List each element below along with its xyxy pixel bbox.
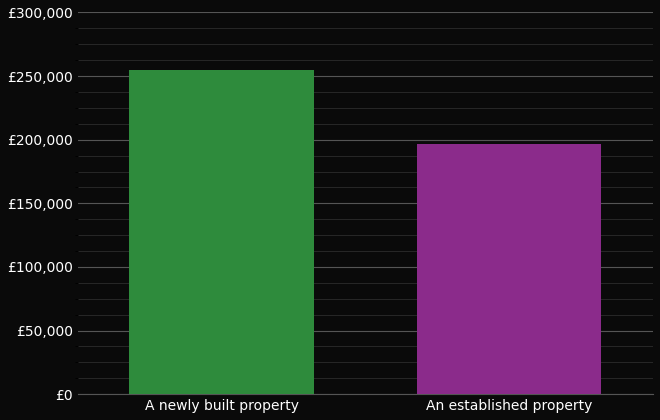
Bar [129, 70, 314, 394]
Bar [417, 144, 601, 394]
